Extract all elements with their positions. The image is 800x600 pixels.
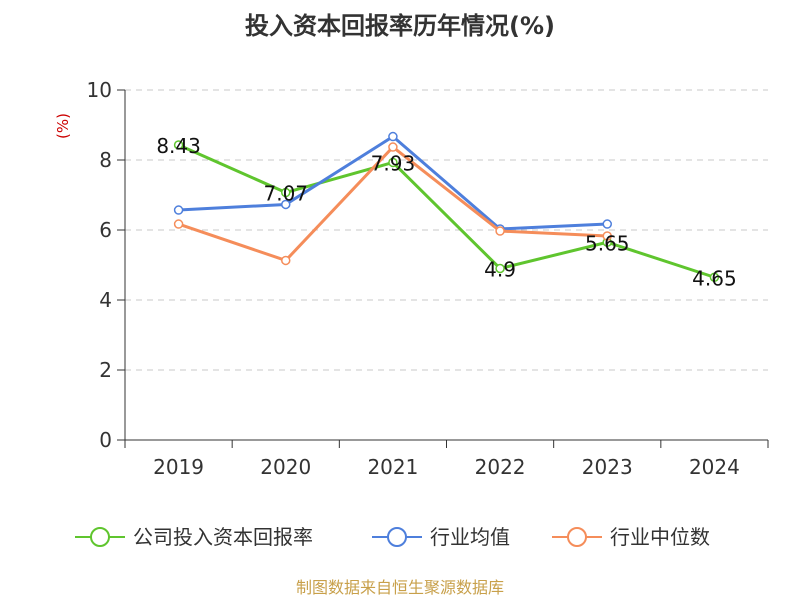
legend-item-0[interactable]: 公司投入资本回报率 [75, 525, 313, 549]
data-point [388, 142, 398, 152]
data-point [602, 231, 612, 241]
legend-item-2[interactable]: 行业中位数 [552, 525, 710, 549]
data-label: 4.9 [484, 258, 516, 282]
y-tick-label: 4 [99, 288, 112, 312]
data-label: 7.07 [263, 182, 308, 206]
y-axis-unit: (%) [54, 113, 72, 139]
x-tick-label: 2019 [153, 455, 204, 479]
data-point [495, 263, 505, 274]
source-note: 制图数据来自恒生聚源数据库 [296, 578, 504, 597]
gridlines [125, 89, 768, 371]
data-label: 4.65 [692, 266, 737, 290]
legend-label: 行业中位数 [610, 525, 710, 549]
data-label: 7.93 [371, 151, 416, 175]
chart-title: 投入资本回报率历年情况(%) [245, 12, 555, 40]
x-tick-label: 2024 [689, 455, 740, 479]
y-tick-label: 6 [99, 218, 112, 242]
legend-label: 行业均值 [430, 525, 510, 549]
x-tick-label: 2021 [367, 455, 418, 479]
x-tick-label: 2022 [475, 455, 526, 479]
data-point [709, 272, 720, 282]
data-labels: 8.43 7.07 7.93 4.9 5.65 4.65 [156, 134, 736, 290]
data-point [281, 199, 291, 210]
y-tick-label: 0 [99, 428, 112, 452]
legend[interactable]: 公司投入资本回报率 行业均值 行业中位数 [75, 525, 710, 549]
legend-marker [90, 527, 110, 547]
series-line [177, 143, 715, 279]
legend-marker [387, 527, 407, 547]
y-tick-label: 2 [99, 358, 112, 382]
y-tick-label: 8 [99, 148, 112, 172]
data-label: 5.65 [585, 231, 630, 255]
axes: 0 2 4 6 8 10 2019 2020 2021 2022 2023 2024 [87, 78, 769, 479]
y-tick-label: 10 [87, 78, 112, 102]
series-group [173, 131, 720, 282]
legend-marker [567, 527, 587, 547]
data-point [173, 219, 184, 229]
data-point [388, 157, 398, 168]
legend-label: 公司投入资本回报率 [133, 525, 313, 549]
data-point [602, 219, 612, 229]
data-point [388, 131, 398, 142]
data-point [173, 205, 184, 215]
x-tick-label: 2020 [260, 455, 311, 479]
data-point [281, 255, 291, 266]
data-point [173, 140, 184, 150]
data-label: 8.43 [156, 134, 201, 158]
legend-item-1[interactable]: 行业均值 [372, 525, 510, 549]
series-2 [173, 142, 612, 266]
data-point [281, 187, 291, 198]
x-tick-label: 2023 [582, 455, 633, 479]
data-point [495, 226, 505, 236]
series-0 [173, 140, 720, 282]
